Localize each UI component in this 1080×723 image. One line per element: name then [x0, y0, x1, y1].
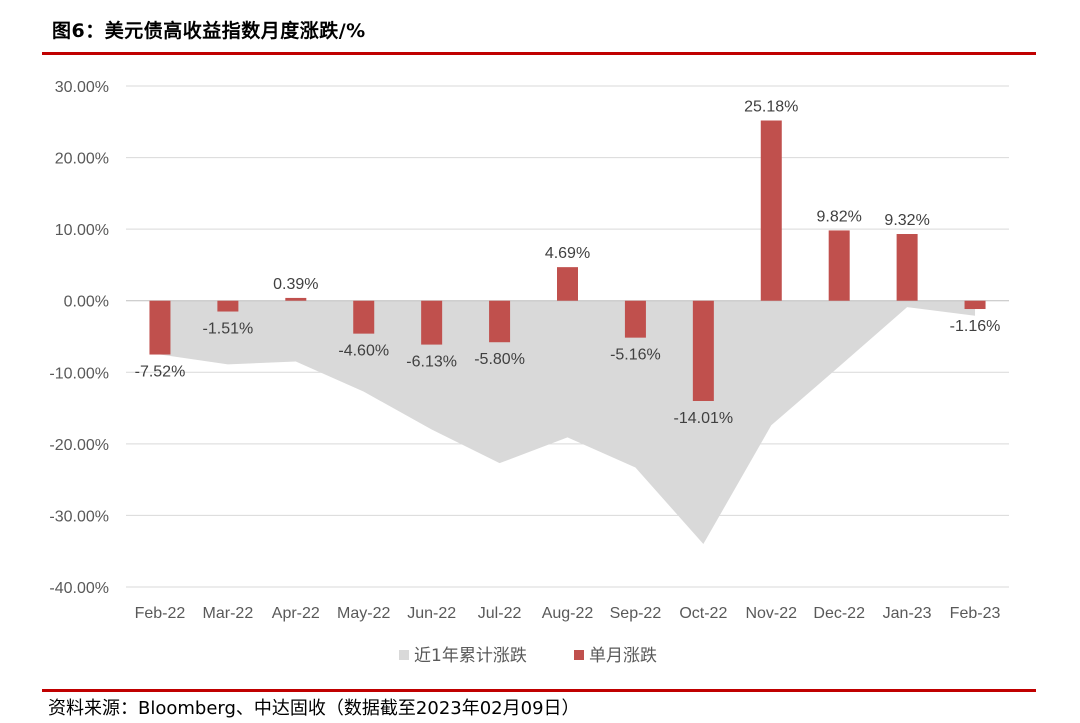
bar	[692, 300, 714, 401]
bar	[557, 267, 578, 301]
data-label: -14.01%	[674, 410, 734, 427]
bar	[489, 300, 511, 343]
x-tick-label: Jul-22	[478, 605, 522, 622]
legend: 近1年累计涨跌 单月涨跌	[399, 646, 657, 666]
y-tick-label: 10.00%	[55, 222, 109, 239]
y-tick-label: -30.00%	[49, 508, 109, 525]
source-note: 资料来源：Bloomberg、中达固收（数据截至2023年02月09日）	[48, 698, 580, 719]
bar	[760, 120, 782, 301]
x-tick-label: Jun-22	[407, 605, 456, 622]
source-rule	[42, 689, 1036, 692]
legend-swatch-area	[399, 650, 409, 660]
bar	[217, 300, 239, 312]
figure-title: 图6：美元债高收益指数月度涨跌/%	[52, 20, 366, 42]
bar	[285, 297, 307, 301]
bar	[421, 300, 443, 345]
y-tick-label: 20.00%	[55, 151, 109, 168]
x-tick-label: Apr-22	[272, 605, 320, 622]
y-tick-label: -10.00%	[49, 365, 109, 382]
legend-label-area: 近1年累计涨跌	[414, 646, 527, 666]
x-tick-label: Dec-22	[813, 605, 865, 622]
data-label: -6.13%	[406, 354, 457, 371]
data-labels: -7.52% -1.51% 0.39% -4.60% -6.13% -5.80% 4.69%…	[135, 98, 1001, 426]
legend-label-bar: 单月涨跌	[589, 646, 657, 666]
x-tick-label: Mar-22	[203, 605, 254, 622]
data-label: 9.82%	[817, 208, 862, 225]
data-label: -5.16%	[610, 347, 661, 364]
legend-swatch-bar	[574, 650, 584, 660]
x-tick-label: Feb-22	[135, 605, 186, 622]
x-tick-label: Feb-23	[950, 605, 1001, 622]
data-label: -1.51%	[203, 321, 254, 338]
bar	[353, 300, 375, 334]
y-tick-label: 30.00%	[55, 79, 109, 96]
y-tick-label: -40.00%	[49, 580, 109, 597]
x-axis-ticks: Feb-22 Mar-22 Apr-22 May-22 Jun-22 Jul-22 Aug-…	[135, 605, 1001, 622]
data-label: 25.18%	[744, 98, 798, 115]
cumulative-area	[159, 300, 976, 545]
y-tick-label: -20.00%	[49, 437, 109, 454]
y-tick-label: 0.00%	[64, 294, 109, 311]
bar	[828, 230, 850, 301]
x-tick-label: Aug-22	[542, 605, 594, 622]
data-label: 4.69%	[545, 245, 590, 262]
bar	[964, 300, 986, 310]
bar	[149, 300, 171, 355]
data-label: -7.52%	[135, 364, 186, 381]
x-tick-label: Sep-22	[610, 605, 662, 622]
title-rule	[42, 52, 1036, 55]
bars	[149, 120, 986, 401]
bar	[896, 234, 918, 301]
data-label: 9.32%	[884, 212, 929, 229]
x-tick-label: May-22	[337, 605, 390, 622]
x-tick-label: Oct-22	[679, 605, 727, 622]
data-label: -4.60%	[338, 343, 389, 360]
x-tick-label: Jan-23	[883, 605, 932, 622]
x-tick-label: Nov-22	[745, 605, 797, 622]
data-label: 0.39%	[273, 276, 318, 293]
data-label: -5.80%	[474, 351, 525, 368]
y-axis-ticks: 30.00% 20.00% 10.00% 0.00% -10.00% -20.00% -30…	[49, 79, 109, 597]
bar	[624, 300, 646, 338]
data-label: -1.16%	[950, 318, 1001, 335]
